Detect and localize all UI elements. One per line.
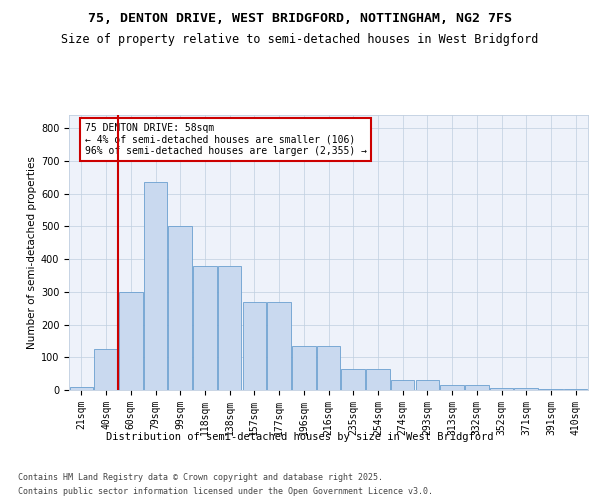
- Bar: [440, 385, 464, 390]
- Bar: [242, 302, 266, 390]
- Bar: [292, 346, 316, 390]
- Bar: [341, 368, 365, 390]
- Text: 75 DENTON DRIVE: 58sqm
← 4% of semi-detached houses are smaller (106)
96% of sem: 75 DENTON DRIVE: 58sqm ← 4% of semi-deta…: [85, 123, 367, 156]
- Bar: [94, 349, 118, 390]
- Text: Contains public sector information licensed under the Open Government Licence v3: Contains public sector information licen…: [18, 488, 433, 496]
- Bar: [193, 266, 217, 390]
- Bar: [70, 386, 93, 390]
- Bar: [514, 388, 538, 390]
- Bar: [169, 226, 192, 390]
- Bar: [119, 292, 143, 390]
- Bar: [490, 388, 513, 390]
- Bar: [268, 302, 291, 390]
- Text: Contains HM Land Registry data © Crown copyright and database right 2025.: Contains HM Land Registry data © Crown c…: [18, 472, 383, 482]
- Text: Size of property relative to semi-detached houses in West Bridgford: Size of property relative to semi-detach…: [61, 32, 539, 46]
- Text: 75, DENTON DRIVE, WEST BRIDGFORD, NOTTINGHAM, NG2 7FS: 75, DENTON DRIVE, WEST BRIDGFORD, NOTTIN…: [88, 12, 512, 26]
- Text: Distribution of semi-detached houses by size in West Bridgford: Distribution of semi-detached houses by …: [106, 432, 494, 442]
- Bar: [465, 385, 488, 390]
- Bar: [144, 182, 167, 390]
- Y-axis label: Number of semi-detached properties: Number of semi-detached properties: [26, 156, 37, 349]
- Bar: [366, 368, 389, 390]
- Bar: [416, 380, 439, 390]
- Bar: [391, 380, 415, 390]
- Bar: [218, 266, 241, 390]
- Bar: [317, 346, 340, 390]
